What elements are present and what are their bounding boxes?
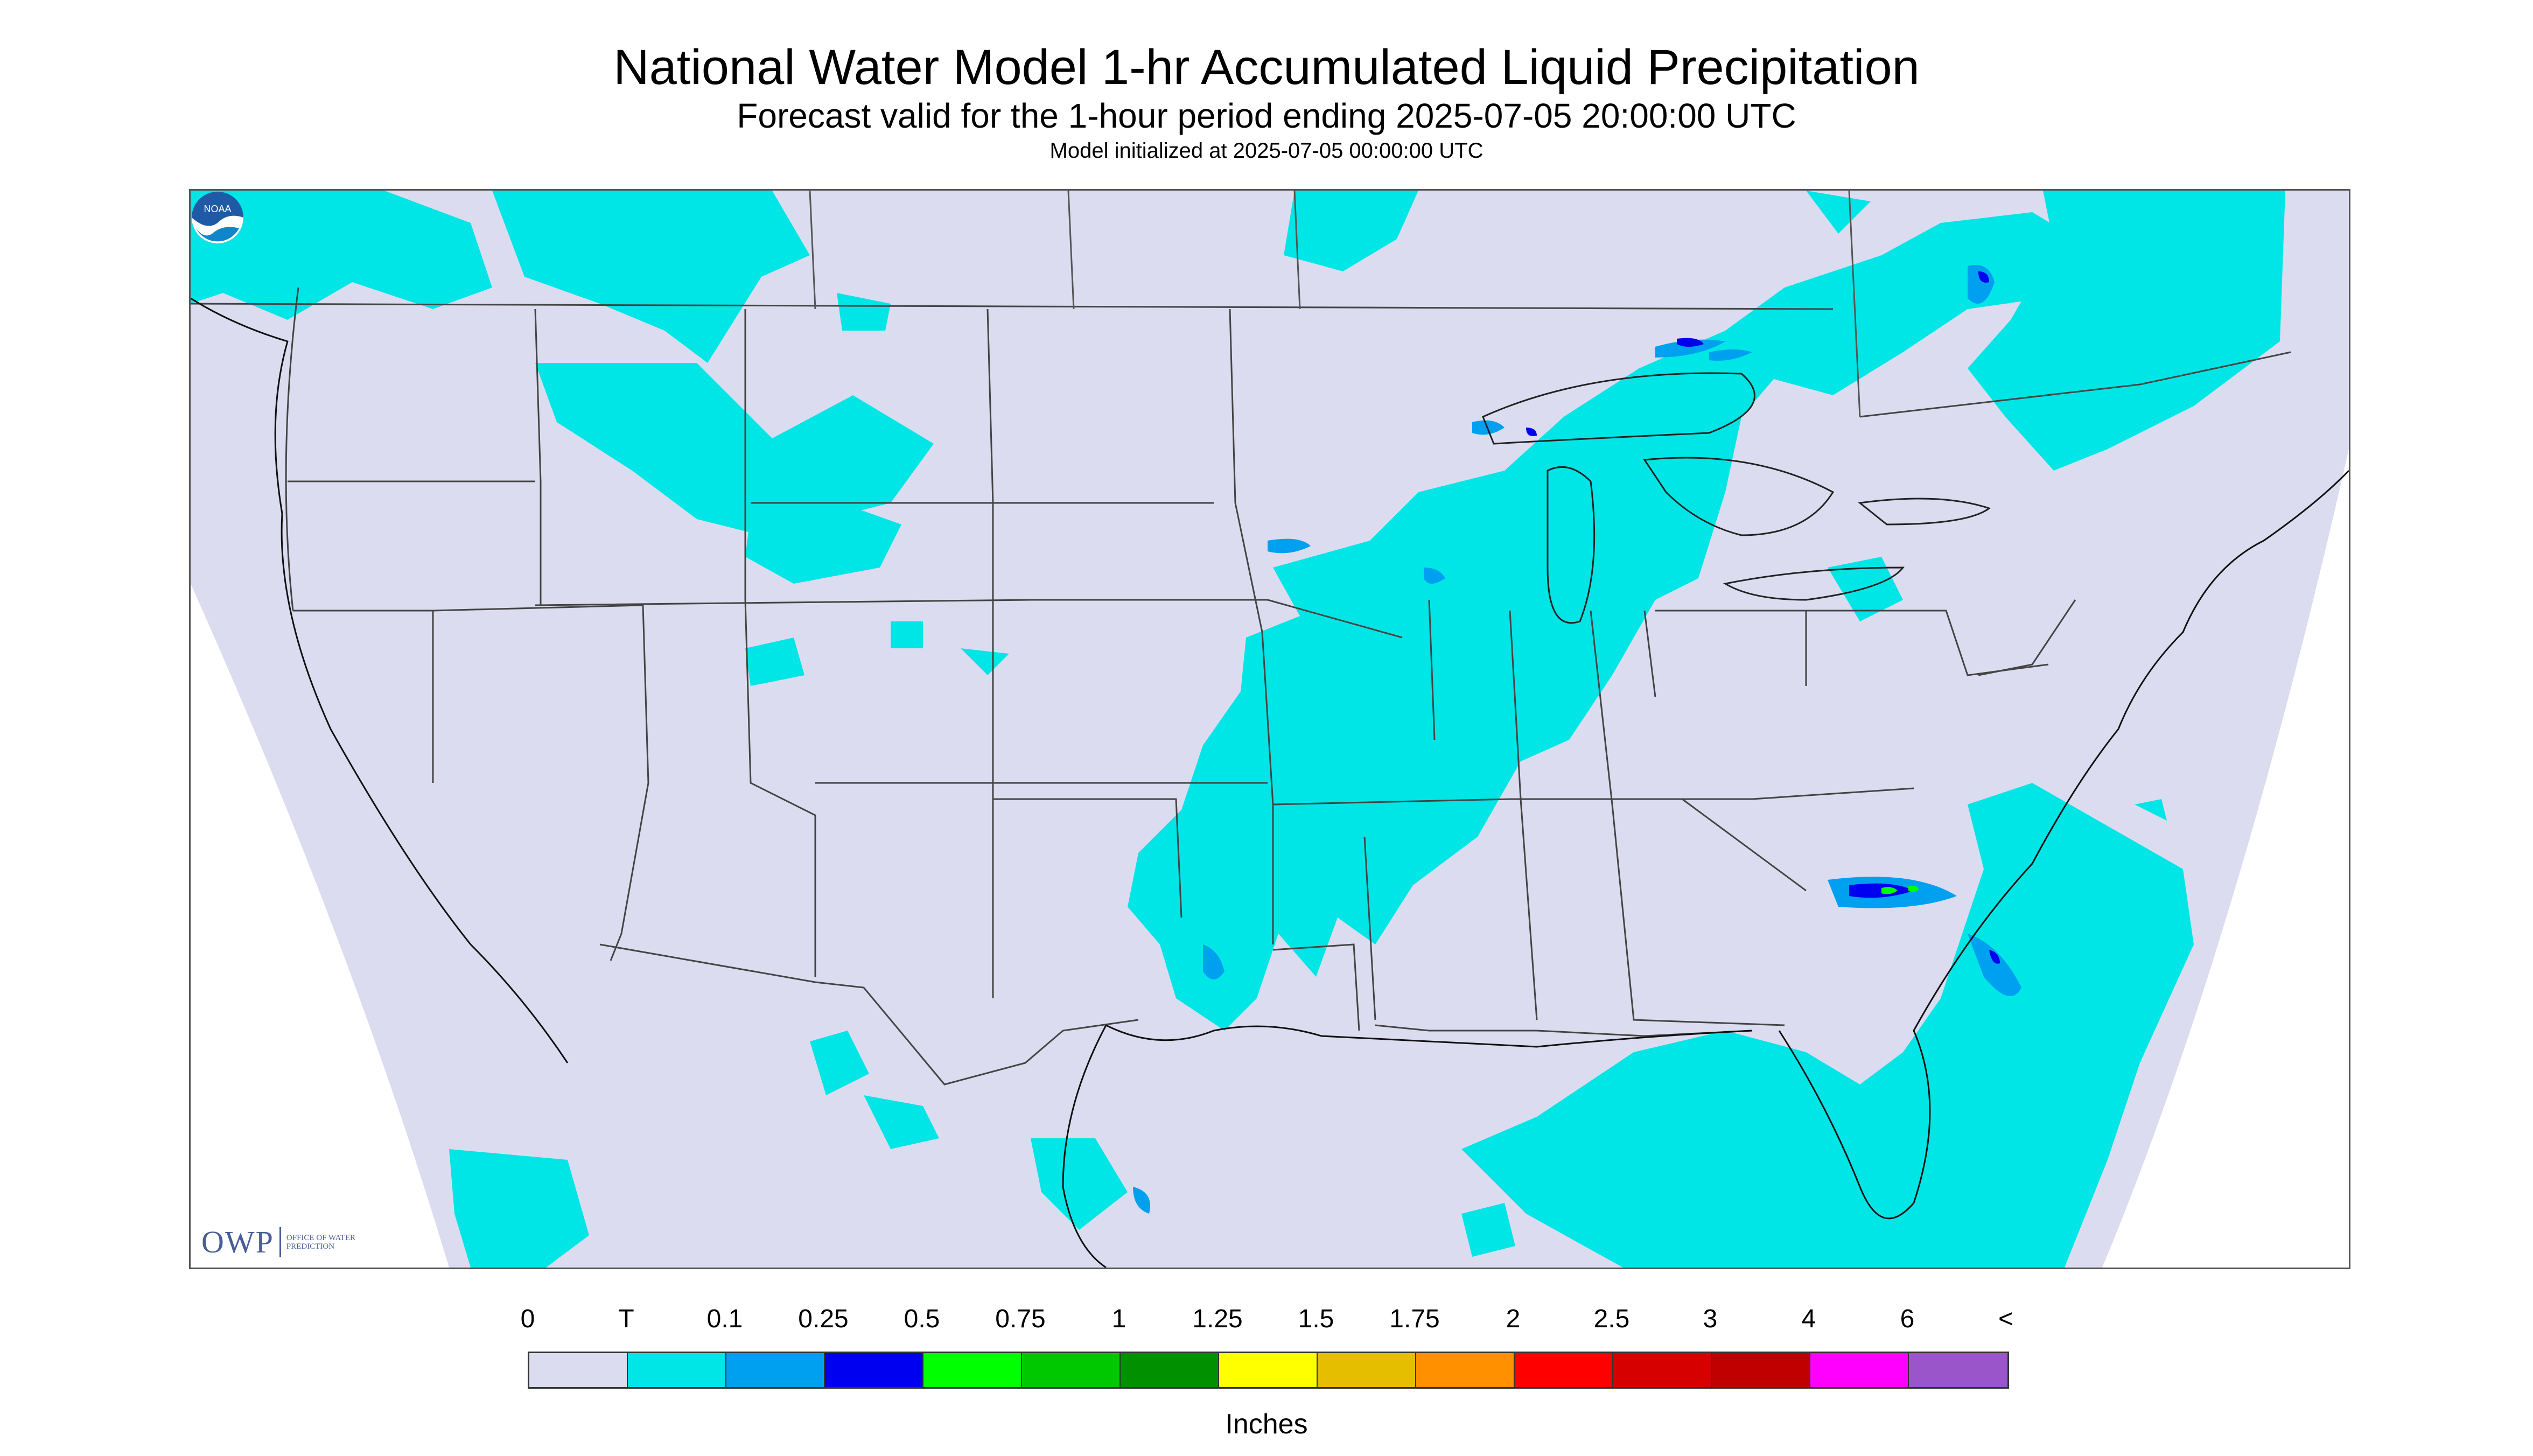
legend-label: 1 (1111, 1305, 1126, 1333)
map-title: National Water Model 1-hr Accumulated Li… (613, 40, 1920, 95)
international-border (809, 191, 1861, 417)
legend-swatch (1219, 1353, 1318, 1387)
owp-logo-text: OWP (201, 1224, 274, 1259)
legend-swatch (1909, 1353, 2007, 1387)
legend-swatch (529, 1353, 628, 1387)
legend-label: 1.25 (1192, 1305, 1243, 1333)
legend-swatch (1810, 1353, 1909, 1387)
owp-logo-divider (279, 1227, 281, 1257)
legend-label: 0.75 (995, 1305, 1046, 1333)
legend-label: 1.5 (1298, 1305, 1334, 1333)
legend-label: 3 (1703, 1305, 1718, 1333)
legend-label: < (1998, 1305, 2014, 1333)
map-subtitle: Forecast valid for the 1-hour period end… (737, 96, 1796, 135)
owp-logo: OWP OFFICE OF WATER PREDICTION (201, 1224, 362, 1260)
coastline (191, 297, 2349, 1268)
legend-swatch (1613, 1353, 1712, 1387)
legend-swatch (628, 1353, 726, 1387)
legend-label: 0.25 (798, 1305, 849, 1333)
great-lakes (1482, 372, 1991, 624)
legend-swatch (1022, 1353, 1121, 1387)
color-legend: 0 T 0.1 0.25 0.5 0.75 1 1.25 1.5 1.75 2 2.5 3 4 6 < Inc… (0, 1292, 2533, 1454)
precip-trace-areas (191, 191, 2285, 1268)
noaa-logo: NOAA (192, 192, 243, 243)
legend-label: T (618, 1305, 634, 1333)
legend-swatch (1121, 1353, 1219, 1387)
legend-label: 2.5 (1593, 1305, 1630, 1333)
legend-swatches (528, 1352, 2009, 1389)
legend-swatch (1416, 1353, 1515, 1387)
legend-swatch (726, 1353, 825, 1387)
precip-heavy-areas (1881, 885, 1919, 894)
legend-label: 6 (1900, 1305, 1915, 1333)
legend-swatch (825, 1353, 923, 1387)
legend-label: 1.75 (1389, 1305, 1440, 1333)
legend-swatch (923, 1353, 1022, 1387)
map-panel: OWP OFFICE OF WATER PREDICTION NOAA (189, 189, 2350, 1269)
owp-logo-subtext: OFFICE OF WATER PREDICTION (286, 1233, 355, 1251)
legend-label: 0 (520, 1305, 535, 1333)
state-boundaries (191, 287, 2291, 1086)
noaa-logo-text: NOAA (204, 204, 231, 214)
legend-swatch (1318, 1353, 1416, 1387)
legend-swatch (1515, 1353, 1613, 1387)
precipitation-map (191, 191, 2349, 1268)
legend-units: Inches (1225, 1409, 1308, 1440)
legend-label: 0.5 (904, 1305, 940, 1333)
legend-swatch (1712, 1353, 1810, 1387)
legend-label: 0.1 (706, 1305, 743, 1333)
legend-label: 4 (1801, 1305, 1816, 1333)
legend-label: 2 (1506, 1305, 1521, 1333)
model-init-text: Model initialized at 2025-07-05 00:00:00… (1049, 139, 1484, 163)
